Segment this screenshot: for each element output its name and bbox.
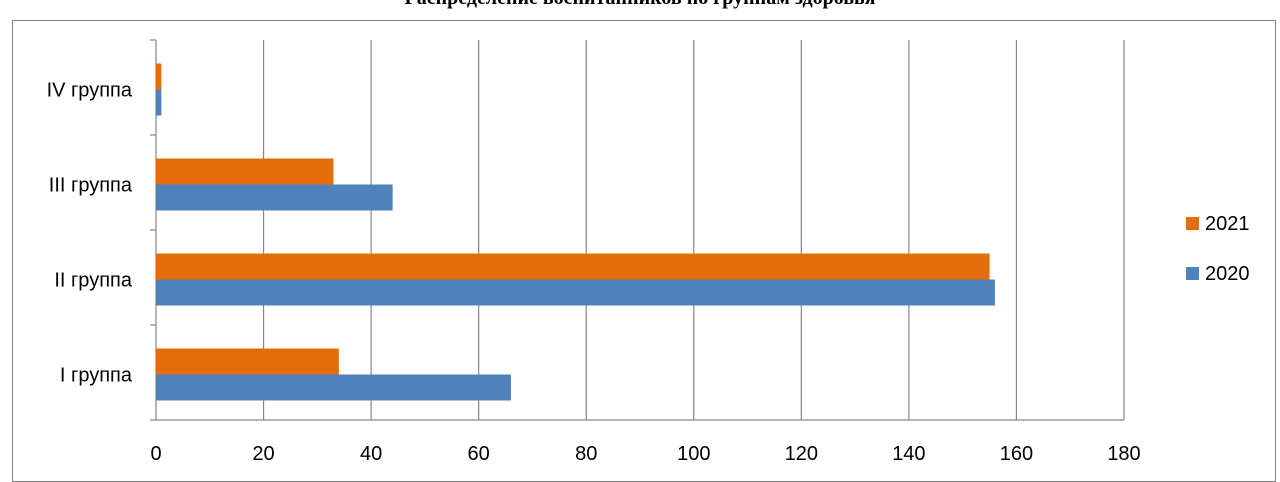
legend: 2021 2020 bbox=[1186, 213, 1250, 285]
x-tick-label: 100 bbox=[677, 443, 710, 465]
bar-2020-1 bbox=[156, 374, 511, 401]
x-tick-label: 60 bbox=[468, 443, 490, 465]
bar-2021-1 bbox=[156, 348, 339, 375]
bar-2020-3 bbox=[156, 184, 393, 211]
x-tick-label: 160 bbox=[1000, 443, 1033, 465]
x-tick-label: 80 bbox=[575, 443, 597, 465]
bar-2021-4 bbox=[156, 63, 162, 90]
category-label: II группа bbox=[54, 270, 133, 292]
x-tick-label: 140 bbox=[892, 443, 925, 465]
legend-label-2021: 2021 bbox=[1205, 213, 1250, 235]
gridlines bbox=[262, 40, 1125, 420]
legend-label-2020: 2020 bbox=[1205, 263, 1250, 285]
labels: 0 20 40 60 80 100 120 140 160 180 I группа II групп… bbox=[47, 80, 1141, 466]
x-tick-label: 40 bbox=[360, 443, 382, 465]
legend-swatch-2020 bbox=[1186, 267, 1199, 280]
x-tick-label: 180 bbox=[1107, 443, 1140, 465]
bar-2020-4 bbox=[156, 89, 162, 116]
bar-2021-2 bbox=[156, 253, 990, 280]
bar-2020-2 bbox=[156, 279, 995, 306]
bars bbox=[156, 63, 995, 401]
x-tick-label: 0 bbox=[150, 443, 161, 465]
category-label: I группа bbox=[60, 365, 133, 387]
x-tick-label: 20 bbox=[252, 443, 274, 465]
x-tick-label: 120 bbox=[785, 443, 818, 465]
chart-title: Распределение воспитанников по группам з… bbox=[0, 0, 1280, 10]
category-label: III группа bbox=[49, 175, 133, 197]
bar-2021-3 bbox=[156, 158, 334, 185]
legend-swatch-2021 bbox=[1186, 217, 1199, 230]
category-label: IV группа bbox=[47, 80, 133, 102]
